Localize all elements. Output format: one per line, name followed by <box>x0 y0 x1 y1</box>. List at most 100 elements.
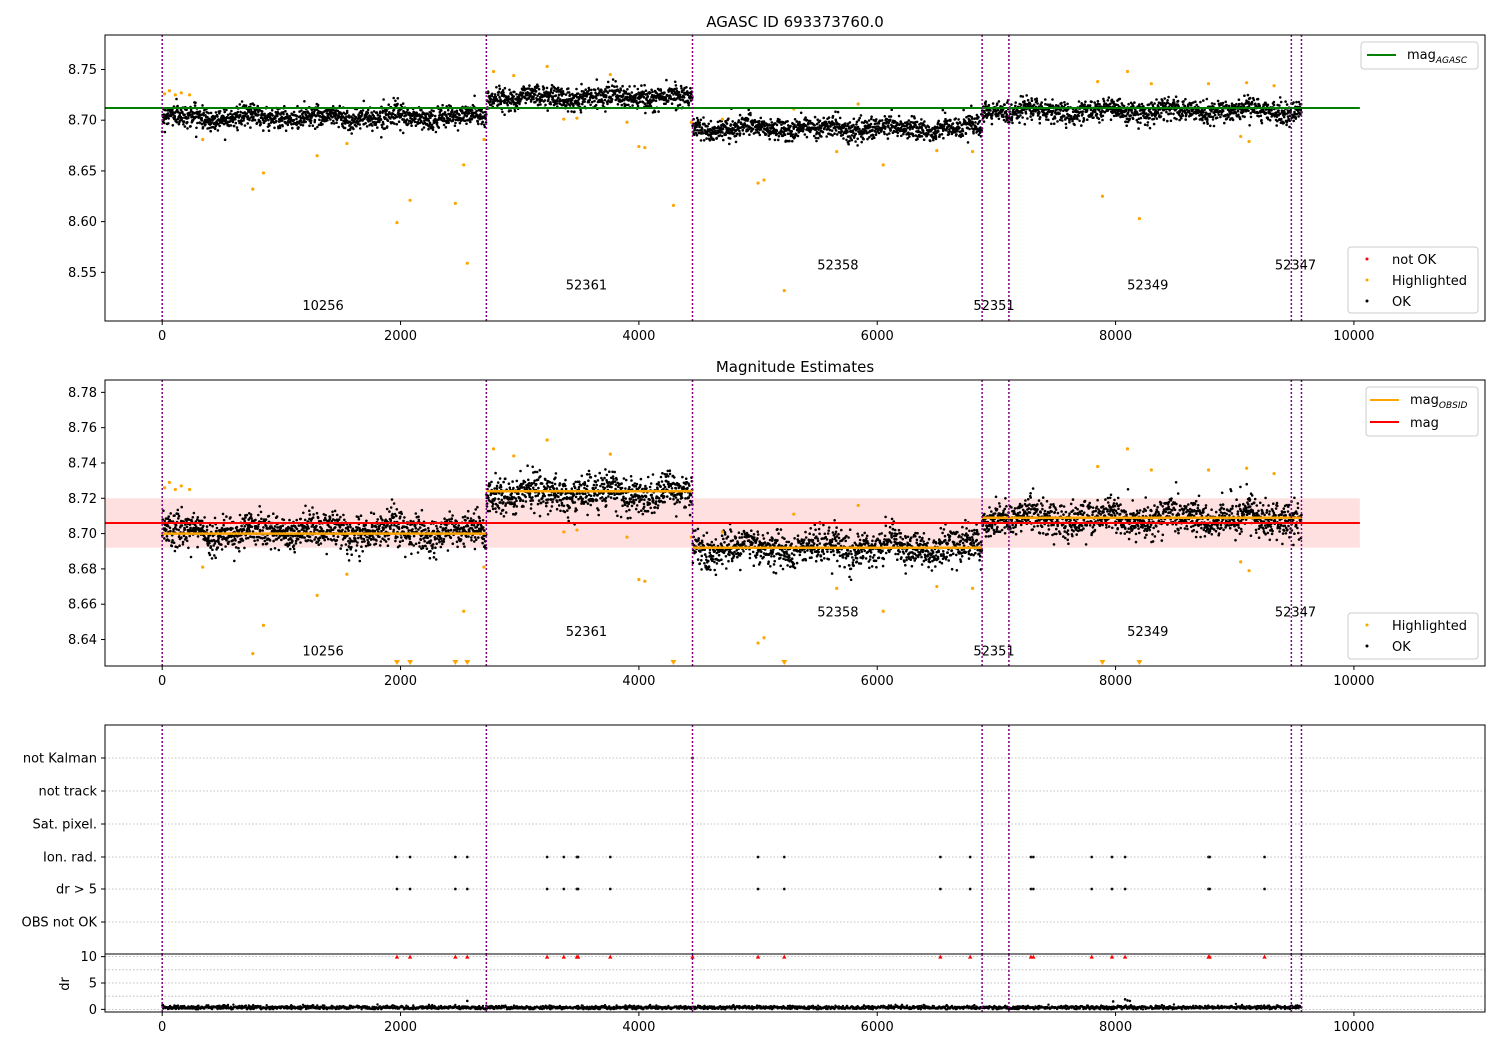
ok-point <box>1030 118 1034 122</box>
ok-point <box>277 548 281 552</box>
ok-point <box>392 96 396 100</box>
ok-point <box>638 100 642 103</box>
ok-point <box>233 559 236 563</box>
ok-point <box>565 104 568 107</box>
ok-point <box>492 101 496 105</box>
ok-point <box>570 110 573 113</box>
ok-point <box>362 99 366 103</box>
ok-point <box>1076 117 1079 121</box>
ok-point <box>237 546 240 550</box>
ok-point <box>550 87 553 90</box>
ok-point <box>208 126 211 130</box>
y-tick-label: 8.65 <box>68 164 97 179</box>
ok-point <box>289 120 292 124</box>
ok-point <box>870 117 873 121</box>
ok-point <box>1275 124 1278 127</box>
ok-point <box>1285 103 1289 106</box>
highlighted-point <box>1206 82 1211 86</box>
ok-point <box>934 128 937 132</box>
ok-point <box>170 544 174 548</box>
ok-point <box>551 91 555 95</box>
ok-point <box>351 117 354 120</box>
ok-point <box>927 133 930 136</box>
y-tick-label: 8.75 <box>68 63 97 78</box>
ok-point <box>223 110 226 114</box>
ok-point <box>185 108 188 111</box>
ok-point <box>203 118 207 122</box>
ok-point <box>423 112 427 115</box>
ok-point <box>249 102 252 106</box>
ok-point <box>834 129 838 132</box>
highlighted-point <box>162 92 167 96</box>
ok-point <box>193 104 197 107</box>
highlighted-point <box>173 93 177 97</box>
ok-point <box>562 92 565 95</box>
ok-point <box>1172 98 1175 102</box>
ok-point <box>664 96 668 99</box>
highlighted-point <box>1272 84 1276 88</box>
highlighted-point <box>935 149 939 153</box>
ok-point <box>196 535 200 538</box>
ok-point <box>215 529 218 533</box>
ok-point <box>720 134 724 138</box>
ok-point <box>335 121 338 124</box>
ok-point <box>186 120 189 124</box>
ok-point <box>242 528 246 532</box>
ok-point <box>321 123 324 126</box>
ok-point <box>974 121 977 124</box>
ok-point <box>309 119 313 122</box>
ok-point <box>614 80 617 83</box>
ok-point <box>331 115 334 119</box>
ok-point <box>229 516 232 519</box>
ok-point <box>376 126 379 129</box>
ok-point <box>961 134 965 137</box>
ok-point <box>458 113 461 117</box>
ok-point <box>214 111 218 114</box>
ok-point <box>176 104 179 108</box>
ok-point <box>997 117 1001 121</box>
ok-point <box>213 554 216 557</box>
ok-point <box>1044 98 1047 101</box>
ok-point <box>742 126 746 129</box>
ok-point <box>303 100 306 103</box>
ok-point <box>513 90 516 94</box>
ok-point <box>830 129 834 132</box>
ok-point <box>1221 109 1225 113</box>
ok-point <box>389 117 392 120</box>
ok-point <box>175 120 179 124</box>
ok-point <box>1005 110 1008 113</box>
ok-point <box>301 124 305 127</box>
ok-point <box>696 118 700 122</box>
ok-point <box>1180 117 1183 120</box>
highlighted-point <box>720 117 724 121</box>
ok-point <box>1153 102 1156 105</box>
ok-point <box>246 115 250 118</box>
ok-point <box>564 93 568 96</box>
ok-point <box>805 135 809 139</box>
ok-point <box>920 135 924 138</box>
ok-point <box>183 528 187 531</box>
ok-point <box>847 142 850 146</box>
ok-point <box>163 108 167 112</box>
ok-point <box>659 89 663 92</box>
ok-point <box>295 114 299 118</box>
ok-point <box>808 119 812 123</box>
ok-point <box>715 136 718 140</box>
ok-point <box>1024 112 1028 115</box>
ok-point <box>708 139 712 142</box>
ok-point <box>261 529 265 532</box>
ok-point <box>309 113 312 116</box>
ok-point <box>433 114 437 118</box>
ok-point <box>1294 117 1298 120</box>
ok-point <box>663 91 666 94</box>
ok-point <box>508 97 512 101</box>
ok-point <box>554 94 558 97</box>
ok-point <box>553 89 556 92</box>
ok-point <box>310 108 314 111</box>
ok-point <box>1184 118 1187 121</box>
ok-point <box>165 535 169 538</box>
highlighted-point <box>179 91 183 95</box>
ok-point <box>1092 116 1095 119</box>
ok-point <box>1272 100 1276 104</box>
legend-ok-label: OK <box>1392 295 1411 310</box>
